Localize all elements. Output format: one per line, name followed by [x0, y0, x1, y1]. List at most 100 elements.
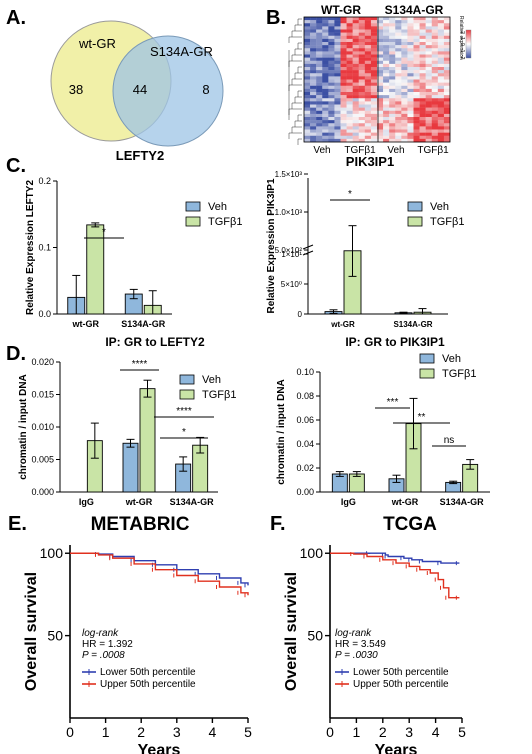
heatmap-cell [304, 92, 311, 96]
heatmap-cell [395, 57, 402, 61]
heatmap-cell [310, 79, 317, 83]
heatmap-cell [437, 113, 445, 118]
legend-label: Veh [442, 353, 461, 365]
heatmap-cell [340, 54, 347, 58]
heatmap-cell [364, 38, 372, 43]
heatmap-cell [364, 45, 372, 49]
heatmap-cell [370, 32, 378, 36]
heatmap-cell [328, 42, 335, 46]
heatmap-cell [334, 95, 341, 99]
heatmap-cell [352, 48, 359, 52]
heatmap-cell [352, 88, 359, 93]
heatmap-cell [395, 132, 402, 136]
legend-swatch [407, 201, 423, 212]
y-tick-label: 5.0×10² [275, 246, 303, 255]
heatmap-cell [328, 113, 335, 118]
heatmap-cell [425, 107, 432, 111]
heatmap-cell [395, 29, 402, 33]
heatmap-cell [443, 104, 451, 108]
heatmap-cell [389, 26, 396, 30]
heatmap-cell [431, 20, 439, 24]
heatmap-cell [316, 132, 323, 136]
heatmap-cell [431, 51, 439, 55]
panel-label-a: A. [6, 7, 26, 29]
heatmap-cell [364, 60, 372, 65]
title-chip-pik3ip1: IP: GR to PIK3IP1 [345, 335, 445, 349]
heatmap-legend-tick-m1: -1 [459, 48, 465, 53]
heatmap-cell [443, 129, 451, 133]
heatmap-cell [413, 113, 420, 118]
heatmap-cell [340, 51, 347, 55]
heatmap-cell [383, 79, 390, 83]
heatmap-cell [395, 95, 402, 99]
heatmap-cell [389, 110, 396, 115]
heatmap-cell [413, 85, 420, 90]
heatmap-cell [346, 54, 353, 58]
x-tick-label: 0 [66, 724, 74, 740]
heatmap-legend-tick-1: 1 [459, 37, 465, 40]
heatmap-cell [383, 107, 390, 111]
heatmap-cell [310, 29, 317, 33]
heatmap-cell [407, 88, 414, 93]
y-tick-label: 0 [298, 310, 303, 319]
heatmap-cell [425, 135, 432, 140]
panel-label-c: C. [6, 155, 26, 177]
heatmap-cell [316, 32, 323, 36]
heatmap-cell [328, 98, 335, 102]
heatmap-cell [413, 126, 420, 130]
heatmap-cell [328, 117, 335, 121]
heatmap-cell [316, 129, 323, 133]
x-category-label: wt-GR [330, 320, 355, 329]
y-tick-label: 1×10¹ [281, 250, 302, 259]
title-lefty2: LEFTY2 [116, 148, 164, 163]
heatmap-cell [304, 60, 311, 65]
heatmap-cell [437, 60, 445, 65]
heatmap-cell [328, 67, 335, 71]
y-tick-label: 0.10 [296, 367, 314, 377]
heatmap-cell [304, 123, 311, 127]
heatmap-cell [316, 101, 323, 105]
heatmap-cell [377, 48, 384, 52]
heatmap-cell [316, 17, 323, 21]
x-tick-label: 2 [137, 724, 145, 740]
heatmap-cell [389, 23, 396, 27]
heatmap-cell [395, 85, 402, 90]
heatmap-cell [340, 48, 347, 52]
heatmap-cell [328, 76, 335, 80]
heatmap-cell [401, 54, 408, 58]
heatmap-cell [304, 82, 311, 86]
heatmap-cell [419, 95, 426, 99]
heatmap-cell [310, 129, 317, 133]
heatmap-cell [340, 63, 347, 68]
heatmap-cell [395, 98, 402, 102]
heatmap-cell [364, 88, 372, 93]
heatmap-cell [328, 63, 335, 68]
heatmap-cell [443, 35, 451, 40]
heatmap-cell [383, 113, 390, 118]
heatmap-cell [443, 73, 451, 77]
heatmap-legend-bar [465, 29, 472, 59]
x-category-label: IgG [341, 497, 356, 507]
heatmap-cell [377, 98, 384, 102]
heatmap-cell [377, 129, 384, 133]
heatmap-cell [395, 63, 402, 68]
significance-marker: ** [418, 412, 426, 423]
axis-break-mark [302, 244, 314, 250]
legend-swatch [407, 216, 423, 227]
heatmap-cell [413, 54, 420, 58]
heatmap-cell [395, 32, 402, 36]
heatmap-cell [407, 126, 414, 130]
heatmap-cell [383, 88, 390, 93]
heatmap-cell [431, 48, 439, 52]
heatmap-frame [303, 16, 451, 143]
heatmap-cell [334, 107, 341, 111]
heatmap-cell [364, 123, 372, 127]
heatmap-cell [401, 135, 408, 140]
heatmap-cell [413, 20, 420, 24]
heatmap-cell [370, 88, 378, 93]
chart-chip-pik3ip1: 0.00 0.02 0.04 0.06 0.08 0.10 chromatin / inpu… [276, 353, 490, 507]
heatmap-cell [419, 82, 426, 86]
heatmap-cell [322, 135, 329, 140]
heatmap-cell [389, 76, 396, 80]
heatmap-cell [431, 107, 439, 111]
